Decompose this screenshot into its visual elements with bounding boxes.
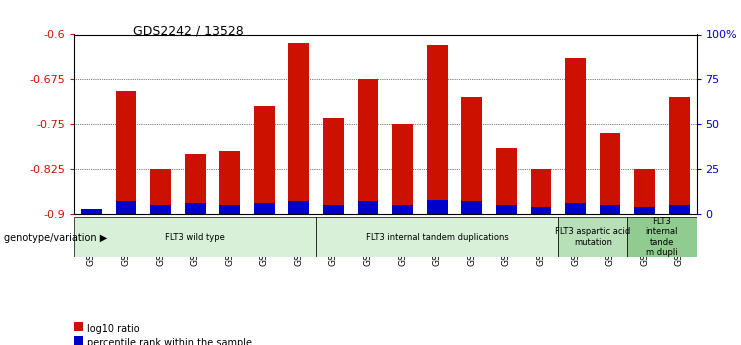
- Bar: [81, 211, 102, 214]
- Bar: [254, 203, 275, 214]
- Bar: [288, 201, 309, 214]
- Bar: [185, 203, 205, 214]
- Bar: [496, 148, 516, 214]
- Text: GDS2242 / 13528: GDS2242 / 13528: [133, 24, 244, 37]
- Bar: [634, 169, 655, 214]
- Bar: [81, 208, 102, 214]
- Text: FLT3
internal
tande
m dupli: FLT3 internal tande m dupli: [645, 217, 678, 257]
- Bar: [531, 207, 551, 214]
- Text: FLT3 internal tandem duplications: FLT3 internal tandem duplications: [366, 233, 508, 242]
- Bar: [669, 205, 690, 214]
- Bar: [558, 217, 628, 257]
- Bar: [669, 97, 690, 214]
- Bar: [496, 205, 516, 214]
- Bar: [116, 91, 136, 214]
- Bar: [116, 201, 136, 214]
- Bar: [323, 118, 344, 214]
- Bar: [634, 207, 655, 214]
- Bar: [316, 217, 558, 257]
- Bar: [358, 79, 379, 214]
- Text: genotype/variation ▶: genotype/variation ▶: [4, 233, 107, 243]
- Text: log10 ratio: log10 ratio: [87, 325, 139, 334]
- Bar: [358, 201, 379, 214]
- Bar: [219, 205, 240, 214]
- Bar: [599, 205, 620, 214]
- Bar: [628, 217, 697, 257]
- Bar: [254, 106, 275, 214]
- Bar: [462, 201, 482, 214]
- Bar: [531, 169, 551, 214]
- Bar: [323, 205, 344, 214]
- Text: percentile rank within the sample: percentile rank within the sample: [87, 338, 252, 345]
- Bar: [74, 217, 316, 257]
- Bar: [219, 151, 240, 214]
- Bar: [185, 154, 205, 214]
- Bar: [392, 205, 413, 214]
- Bar: [392, 124, 413, 214]
- Bar: [565, 58, 586, 214]
- Bar: [150, 205, 171, 214]
- Bar: [462, 97, 482, 214]
- Bar: [288, 43, 309, 214]
- Bar: [427, 45, 448, 214]
- Text: FLT3 aspartic acid
mutation: FLT3 aspartic acid mutation: [555, 227, 631, 247]
- Bar: [599, 133, 620, 214]
- Bar: [427, 199, 448, 214]
- Bar: [150, 169, 171, 214]
- Text: FLT3 wild type: FLT3 wild type: [165, 233, 225, 242]
- Bar: [565, 203, 586, 214]
